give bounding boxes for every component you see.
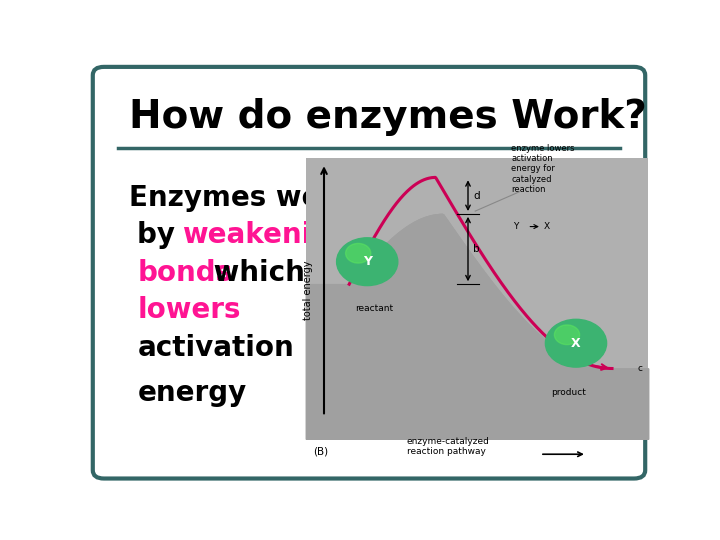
- Text: (B): (B): [313, 446, 328, 456]
- Text: How do enzymes Work?: How do enzymes Work?: [129, 98, 647, 136]
- Text: by: by: [138, 221, 185, 249]
- Text: total energy: total energy: [303, 260, 312, 320]
- Text: lowers: lowers: [138, 296, 241, 324]
- Circle shape: [336, 238, 397, 286]
- Text: b: b: [474, 244, 480, 254]
- Text: activation: activation: [138, 334, 294, 362]
- Circle shape: [346, 244, 371, 263]
- Text: energy: energy: [138, 379, 247, 407]
- Text: X: X: [544, 222, 550, 231]
- FancyBboxPatch shape: [93, 67, 645, 478]
- Text: reactant: reactant: [356, 304, 393, 313]
- Text: Enzymes work: Enzymes work: [129, 184, 353, 212]
- Circle shape: [546, 319, 606, 367]
- Text: bonds: bonds: [138, 259, 233, 287]
- Text: Y: Y: [513, 222, 521, 231]
- Text: Y: Y: [363, 255, 372, 268]
- Circle shape: [554, 325, 580, 345]
- Text: X: X: [571, 337, 581, 350]
- Text: product: product: [552, 388, 586, 397]
- FancyBboxPatch shape: [306, 158, 648, 439]
- Text: weakening: weakening: [182, 221, 351, 249]
- Text: which: which: [204, 259, 305, 287]
- Text: c: c: [637, 364, 642, 373]
- Text: enzyme-catalyzed
reaction pathway: enzyme-catalyzed reaction pathway: [407, 437, 490, 456]
- Text: d: d: [474, 191, 480, 201]
- Text: enzyme lowers
activation
energy for
catalyzed
reaction: enzyme lowers activation energy for cata…: [511, 144, 575, 194]
